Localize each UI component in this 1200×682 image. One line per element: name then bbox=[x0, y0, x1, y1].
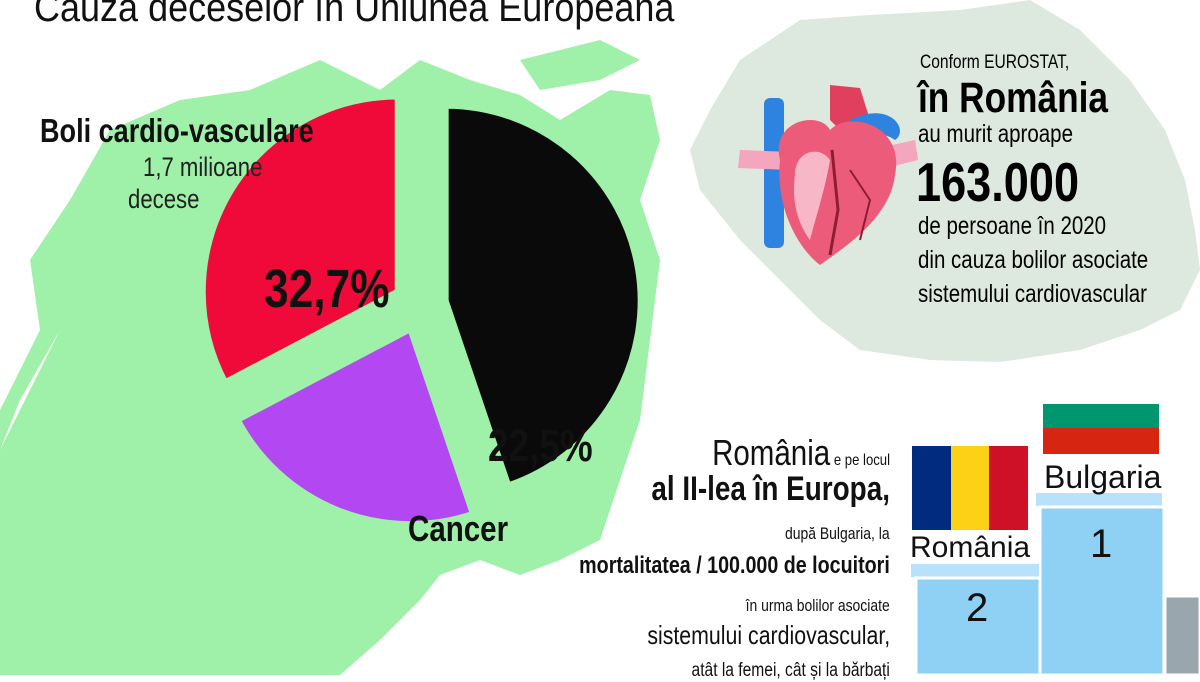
ranking-line5: în urma bolilor asociate bbox=[745, 596, 890, 615]
cancer-percent-label: 22,5% bbox=[488, 420, 593, 471]
scandinavia-map bbox=[520, 40, 640, 90]
romania-deaths-number: 163.000 bbox=[916, 151, 1080, 213]
romania-heading: în România bbox=[918, 74, 1109, 122]
podium-country-2: România bbox=[910, 531, 1031, 564]
podium-step-2 bbox=[914, 576, 1042, 675]
podium-country-1: Bulgaria bbox=[1044, 459, 1162, 495]
podium-step-2-top bbox=[909, 562, 1041, 579]
podium bbox=[909, 380, 1166, 675]
cancer-label: Cancer bbox=[408, 508, 509, 549]
cardio-label: Boli cardio-vasculare bbox=[40, 112, 314, 149]
page-title: Cauza deceselor în Uniunea Europeană bbox=[34, 0, 675, 30]
bulgaria-flag bbox=[1043, 380, 1159, 454]
romania-map bbox=[690, 0, 1200, 362]
ranking-line7: atât la femei, cât și la bărbați bbox=[691, 660, 890, 681]
ranking-line6: sistemului cardiovascular, bbox=[647, 620, 890, 650]
ranking-line2: al II-lea în Europa, bbox=[651, 470, 890, 508]
ranking-country: România bbox=[712, 432, 831, 473]
podium-rank-2: 2 bbox=[966, 586, 989, 630]
cardio-percent-label: 32,7% bbox=[264, 259, 390, 319]
cardio-deaths-unit: decese bbox=[128, 184, 200, 214]
podium-step-1 bbox=[1038, 505, 1166, 675]
romania-text-line5: de persoane în 2020 bbox=[918, 212, 1107, 240]
podium-rank-1: 1 bbox=[1090, 522, 1113, 566]
cardio-deaths-value: 1,7 milioane bbox=[143, 152, 263, 182]
romania-source-text: Conform EUROSTAT, bbox=[920, 52, 1070, 73]
cancer-slice bbox=[233, 324, 477, 528]
romania-text-line6: din cauza bolilor asociate bbox=[918, 246, 1149, 274]
romania-flag bbox=[912, 446, 1028, 530]
ranking-line4: mortalitatea / 100.000 de locuitori bbox=[579, 552, 890, 579]
romania-text-line3: au murit aproape bbox=[918, 120, 1073, 148]
romania-text-line7: sistemului cardiovascular bbox=[918, 280, 1148, 308]
other-slice bbox=[442, 102, 644, 490]
ranking-line1: România e pe locul bbox=[712, 432, 890, 474]
ranking-line3: după Bulgaria, la bbox=[785, 524, 890, 543]
cardio-slice bbox=[199, 93, 401, 387]
heart-icon bbox=[738, 85, 918, 265]
ranking-line1-small: e pe locul bbox=[830, 452, 890, 469]
